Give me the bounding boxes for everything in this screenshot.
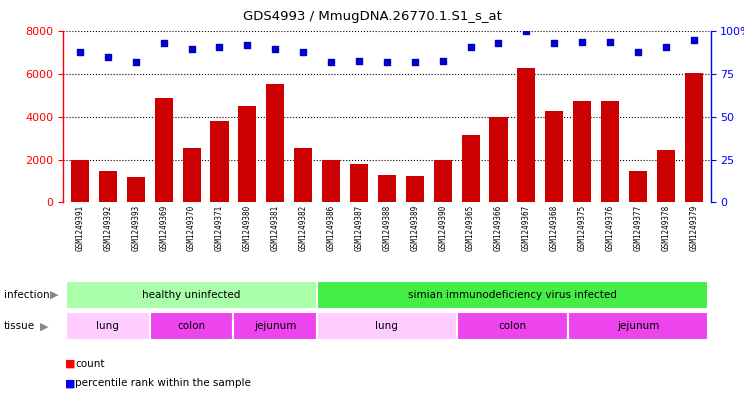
Bar	[211, 121, 228, 202]
Text: colon: colon	[178, 321, 205, 331]
Text: GSM1249370: GSM1249370	[187, 205, 196, 251]
Point	[325, 59, 337, 65]
Bar	[99, 171, 117, 202]
Bar	[517, 68, 536, 202]
Text: GSM1249377: GSM1249377	[633, 205, 643, 251]
Bar	[573, 101, 591, 202]
Text: GSM1249389: GSM1249389	[410, 205, 420, 251]
Text: GSM1249375: GSM1249375	[577, 205, 587, 251]
Bar	[317, 281, 708, 309]
Text: count: count	[75, 358, 105, 369]
Text: colon: colon	[498, 321, 527, 331]
Text: GSM1249386: GSM1249386	[327, 205, 336, 251]
Text: GSM1249369: GSM1249369	[159, 205, 168, 251]
Point	[520, 28, 532, 35]
Text: infection: infection	[4, 290, 49, 300]
Point	[493, 40, 504, 46]
Text: jejunum: jejunum	[617, 321, 659, 331]
Point	[214, 44, 225, 50]
Text: GSM1249368: GSM1249368	[550, 205, 559, 251]
Bar	[405, 176, 424, 202]
Text: lung: lung	[376, 321, 398, 331]
Bar	[629, 171, 647, 202]
Bar	[657, 150, 675, 202]
Bar	[461, 135, 480, 202]
Text: GSM1249378: GSM1249378	[661, 205, 670, 251]
Text: GSM1249366: GSM1249366	[494, 205, 503, 251]
Point	[269, 46, 281, 52]
Text: GSM1249376: GSM1249376	[606, 205, 615, 251]
Bar	[490, 117, 507, 202]
Point	[241, 42, 253, 48]
Bar	[294, 148, 312, 202]
Text: ■: ■	[65, 358, 75, 369]
Text: tissue: tissue	[4, 321, 35, 331]
Point	[576, 39, 588, 45]
Bar	[266, 84, 284, 202]
Bar	[71, 160, 89, 202]
Text: GSM1249382: GSM1249382	[298, 205, 308, 251]
Text: ■: ■	[65, 378, 75, 388]
Text: ▶: ▶	[50, 290, 59, 300]
Point	[632, 49, 644, 55]
Bar	[434, 160, 452, 202]
Point	[130, 59, 142, 65]
Bar	[182, 148, 201, 202]
Point	[464, 44, 476, 50]
Point	[660, 44, 672, 50]
Text: GDS4993 / MmugDNA.26770.1.S1_s_at: GDS4993 / MmugDNA.26770.1.S1_s_at	[243, 10, 501, 23]
Text: simian immunodeficiency virus infected: simian immunodeficiency virus infected	[408, 290, 617, 300]
Text: GSM1249371: GSM1249371	[215, 205, 224, 251]
Text: GSM1249393: GSM1249393	[131, 205, 141, 251]
Text: percentile rank within the sample: percentile rank within the sample	[75, 378, 251, 388]
Point	[604, 39, 616, 45]
Bar	[378, 174, 396, 202]
Point	[437, 57, 449, 64]
Point	[74, 49, 86, 55]
Bar	[66, 312, 150, 340]
Point	[186, 46, 198, 52]
Text: ▶: ▶	[40, 321, 49, 331]
Bar	[457, 312, 568, 340]
Text: GSM1249388: GSM1249388	[382, 205, 391, 251]
Point	[687, 37, 699, 43]
Bar	[322, 160, 340, 202]
Bar	[150, 312, 234, 340]
Bar	[126, 177, 145, 202]
Bar	[684, 73, 703, 202]
Text: GSM1249379: GSM1249379	[689, 205, 699, 251]
Bar	[238, 106, 257, 202]
Text: healthy uninfected: healthy uninfected	[142, 290, 241, 300]
Text: lung: lung	[97, 321, 119, 331]
Point	[158, 40, 170, 46]
Point	[409, 59, 421, 65]
Bar	[155, 98, 173, 202]
Text: jejunum: jejunum	[254, 321, 296, 331]
Text: GSM1249367: GSM1249367	[522, 205, 531, 251]
Text: GSM1249390: GSM1249390	[438, 205, 447, 251]
Bar	[234, 312, 317, 340]
Point	[297, 49, 310, 55]
Bar	[568, 312, 708, 340]
Text: GSM1249392: GSM1249392	[103, 205, 112, 251]
Text: GSM1249365: GSM1249365	[466, 205, 475, 251]
Bar	[545, 110, 563, 202]
Text: GSM1249391: GSM1249391	[75, 205, 85, 251]
Point	[353, 57, 365, 64]
Text: GSM1249380: GSM1249380	[243, 205, 252, 251]
Text: GSM1249387: GSM1249387	[354, 205, 364, 251]
Point	[548, 40, 560, 46]
Bar	[66, 281, 317, 309]
Bar	[317, 312, 457, 340]
Bar	[350, 164, 368, 202]
Bar	[601, 101, 619, 202]
Point	[381, 59, 393, 65]
Text: GSM1249381: GSM1249381	[271, 205, 280, 251]
Point	[102, 54, 114, 60]
